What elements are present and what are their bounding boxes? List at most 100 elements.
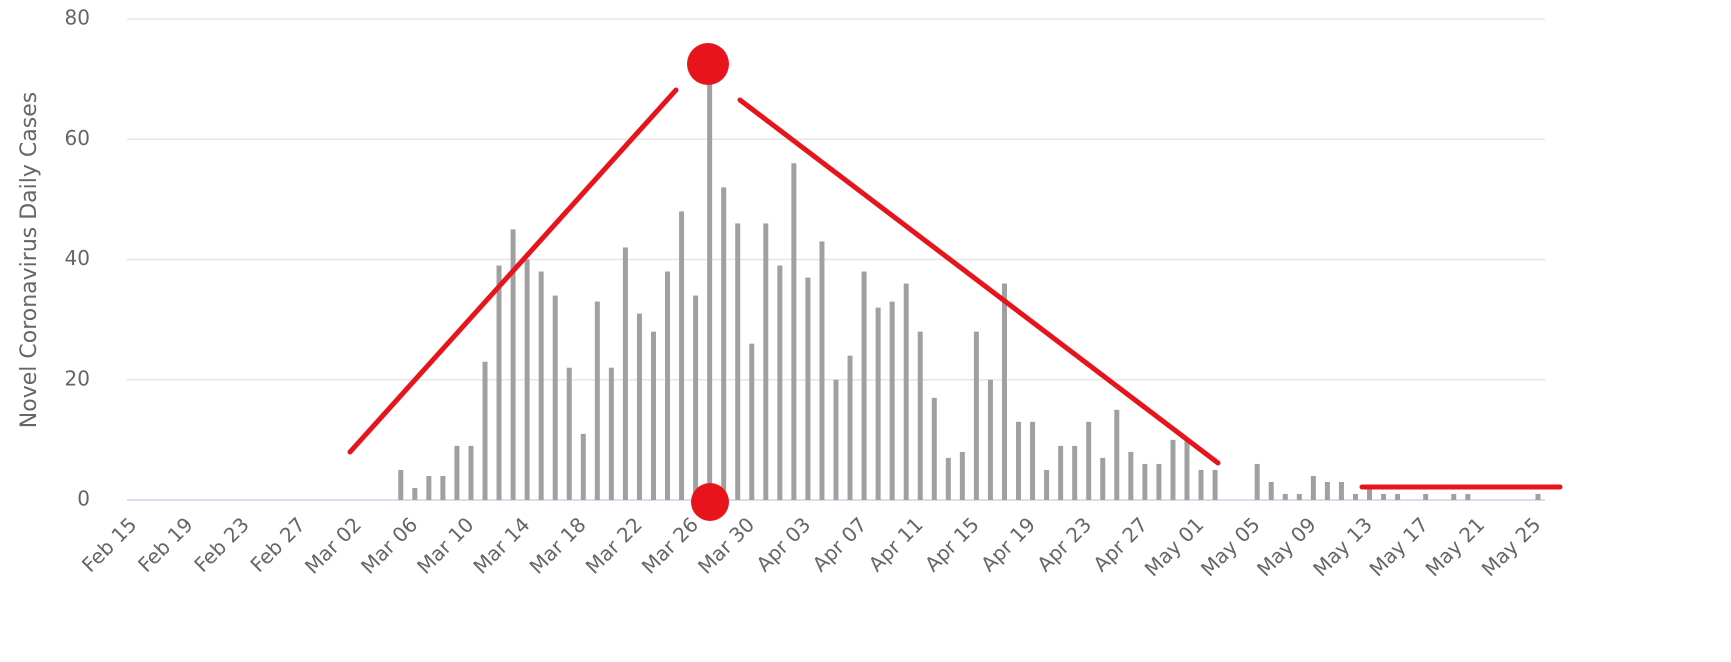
bar bbox=[679, 211, 685, 500]
bar bbox=[749, 343, 755, 500]
bar bbox=[763, 223, 769, 501]
annotation-dot bbox=[691, 483, 729, 521]
x-tick-label: Mar 10 bbox=[412, 512, 478, 578]
bar bbox=[1001, 283, 1007, 500]
y-tick-label: 60 bbox=[65, 126, 90, 150]
bar bbox=[1030, 421, 1036, 500]
bar bbox=[580, 433, 586, 500]
bar bbox=[1395, 493, 1401, 500]
x-tick-label: Mar 06 bbox=[356, 512, 422, 578]
bar bbox=[875, 307, 881, 500]
bar bbox=[440, 475, 446, 500]
bar bbox=[959, 451, 965, 500]
bar bbox=[524, 259, 530, 500]
bar bbox=[791, 163, 797, 501]
bar bbox=[650, 331, 656, 500]
bar bbox=[1381, 493, 1387, 500]
bar bbox=[973, 331, 979, 500]
bar bbox=[735, 223, 741, 501]
bar bbox=[903, 283, 909, 500]
bar bbox=[1114, 409, 1120, 500]
bar bbox=[454, 445, 460, 500]
x-tick-label: May 01 bbox=[1140, 512, 1209, 581]
x-tick-label: Apr 03 bbox=[751, 512, 815, 576]
x-tick-label: Mar 22 bbox=[581, 512, 647, 578]
bar bbox=[665, 271, 671, 500]
bar bbox=[1128, 451, 1134, 500]
bar bbox=[861, 271, 867, 500]
x-tick-label: Apr 19 bbox=[976, 512, 1040, 576]
bar bbox=[917, 331, 923, 500]
bar bbox=[1254, 463, 1260, 500]
bar bbox=[987, 379, 993, 500]
annotation-dot bbox=[687, 43, 729, 85]
bar bbox=[1465, 493, 1471, 500]
x-tick-label: Apr 15 bbox=[920, 512, 984, 576]
bar bbox=[566, 367, 572, 500]
bar bbox=[833, 379, 839, 500]
bar bbox=[847, 355, 853, 500]
bar bbox=[1451, 493, 1457, 500]
bar bbox=[482, 361, 488, 500]
x-tick-label: Apr 23 bbox=[1032, 512, 1096, 576]
y-axis-label: Novel Coronavirus Daily Cases bbox=[17, 92, 42, 428]
bar bbox=[1352, 493, 1358, 500]
bar bbox=[622, 247, 628, 500]
x-tick-label: May 13 bbox=[1308, 512, 1377, 581]
bar bbox=[707, 73, 713, 501]
x-tick-label: Mar 02 bbox=[300, 512, 366, 578]
bar bbox=[510, 229, 516, 500]
x-tick-label: Mar 26 bbox=[637, 512, 703, 578]
x-tick-label: Mar 30 bbox=[693, 512, 759, 578]
bar bbox=[636, 313, 642, 500]
bar bbox=[426, 475, 432, 500]
x-tick-label: Feb 27 bbox=[245, 512, 310, 577]
bar bbox=[468, 445, 474, 500]
bar bbox=[1016, 421, 1022, 500]
x-tick-label: May 09 bbox=[1252, 512, 1321, 581]
bar bbox=[398, 469, 404, 500]
bar bbox=[412, 487, 418, 500]
bar bbox=[1282, 493, 1288, 500]
x-tick-label: Feb 15 bbox=[77, 512, 142, 577]
x-tick-label: Mar 18 bbox=[525, 512, 591, 578]
bar bbox=[889, 301, 895, 500]
bar bbox=[1044, 469, 1050, 500]
bar bbox=[1296, 493, 1302, 500]
bar bbox=[1142, 463, 1148, 500]
bar bbox=[608, 367, 614, 500]
bar bbox=[552, 295, 558, 500]
x-tick-label: Feb 23 bbox=[189, 512, 254, 577]
bar bbox=[496, 265, 502, 500]
x-tick-label: Apr 07 bbox=[808, 512, 872, 576]
bar bbox=[1156, 463, 1162, 500]
x-tick-label: May 21 bbox=[1421, 512, 1490, 581]
x-tick-label: May 25 bbox=[1477, 512, 1546, 581]
y-tick-label: 40 bbox=[65, 246, 90, 270]
bar bbox=[1058, 445, 1064, 500]
bar bbox=[1212, 469, 1218, 500]
y-tick-label: 80 bbox=[65, 6, 90, 30]
bar bbox=[1423, 493, 1429, 500]
bar bbox=[931, 397, 937, 500]
annotation-line bbox=[737, 97, 1221, 466]
bar bbox=[1072, 445, 1078, 500]
bar bbox=[1170, 439, 1176, 500]
bar bbox=[693, 295, 699, 500]
bar bbox=[1086, 421, 1092, 500]
bar bbox=[1184, 439, 1190, 500]
annotations bbox=[347, 43, 1563, 521]
bar bbox=[1535, 493, 1541, 500]
bar bbox=[721, 187, 727, 500]
bar bbox=[819, 241, 825, 500]
bar bbox=[945, 457, 951, 500]
x-tick-label: May 17 bbox=[1364, 512, 1433, 581]
bar bbox=[1100, 457, 1106, 500]
bar bbox=[1338, 481, 1344, 500]
bar bbox=[1268, 481, 1274, 500]
bar bbox=[1310, 475, 1316, 500]
bar bbox=[594, 301, 600, 500]
bar bbox=[1198, 469, 1204, 500]
